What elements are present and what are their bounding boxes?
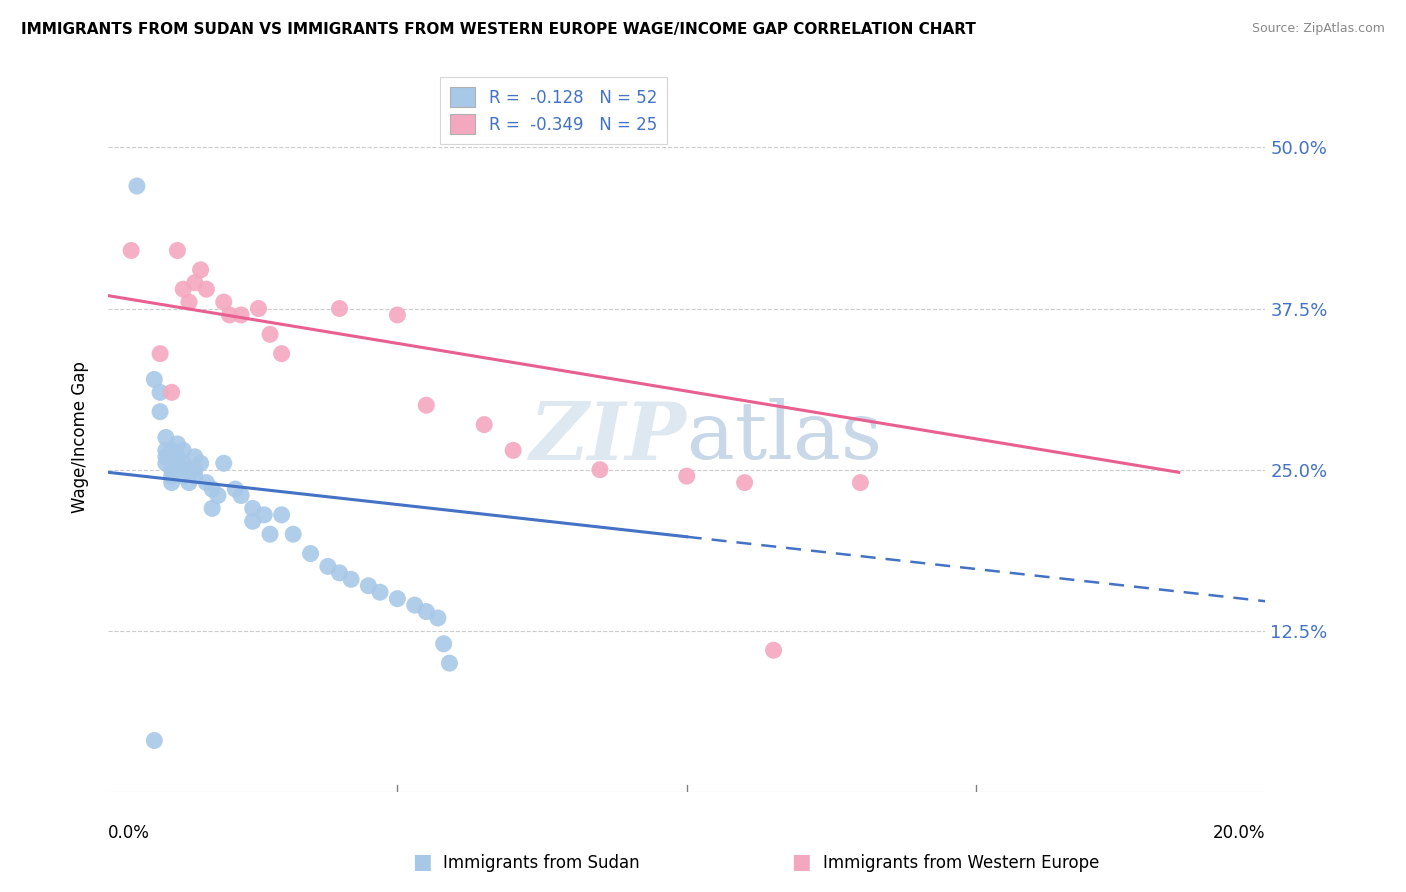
Point [328, 301, 350, 316]
Point [166, 244, 188, 258]
Text: 0.0%: 0.0% [108, 824, 150, 842]
Point [177, 475, 200, 490]
Point [229, 308, 252, 322]
Point [734, 475, 756, 490]
Point [166, 463, 188, 477]
Point [242, 514, 264, 528]
Point [415, 398, 437, 412]
Text: ■: ■ [412, 853, 432, 872]
Point [160, 469, 183, 483]
Point [224, 482, 246, 496]
Point [166, 437, 188, 451]
Point [166, 456, 188, 470]
Point [283, 527, 305, 541]
Point [143, 733, 166, 747]
Point [212, 295, 235, 310]
Point [160, 463, 183, 477]
Point [472, 417, 495, 432]
Point [184, 450, 207, 464]
Point [160, 475, 183, 490]
Point [439, 656, 461, 670]
Point [340, 572, 363, 586]
Point [316, 559, 339, 574]
Point [218, 308, 240, 322]
Point [155, 443, 177, 458]
Point [270, 508, 292, 522]
Point [177, 295, 200, 310]
Point [207, 488, 229, 502]
Text: Immigrants from Sudan: Immigrants from Sudan [443, 855, 640, 872]
Text: ■: ■ [792, 853, 811, 872]
Point [247, 301, 270, 316]
Point [155, 430, 177, 444]
Point [368, 585, 391, 599]
Point [415, 605, 437, 619]
Point [195, 475, 218, 490]
Point [160, 443, 183, 458]
Point [212, 456, 235, 470]
Legend: R =  -0.128   N = 52, R =  -0.349   N = 25: R = -0.128 N = 52, R = -0.349 N = 25 [440, 77, 666, 145]
Point [160, 456, 183, 470]
Point [762, 643, 785, 657]
Point [149, 346, 172, 360]
Point [502, 443, 524, 458]
Point [172, 469, 194, 483]
Point [149, 385, 172, 400]
Point [253, 508, 276, 522]
Point [404, 598, 426, 612]
Point [357, 579, 380, 593]
Point [270, 346, 292, 360]
Point [184, 276, 207, 290]
Point [155, 456, 177, 470]
Point [120, 244, 142, 258]
Point [328, 566, 350, 580]
Point [184, 463, 207, 477]
Y-axis label: Wage/Income Gap: Wage/Income Gap [72, 361, 89, 514]
Point [195, 282, 218, 296]
Text: ZIP: ZIP [530, 399, 686, 476]
Text: Immigrants from Western Europe: Immigrants from Western Europe [823, 855, 1099, 872]
Text: IMMIGRANTS FROM SUDAN VS IMMIGRANTS FROM WESTERN EUROPE WAGE/INCOME GAP CORRELAT: IMMIGRANTS FROM SUDAN VS IMMIGRANTS FROM… [21, 22, 976, 37]
Point [166, 450, 188, 464]
Point [259, 527, 281, 541]
Point [259, 327, 281, 342]
Point [172, 282, 194, 296]
Text: atlas: atlas [686, 399, 882, 476]
Point [589, 463, 612, 477]
Point [177, 463, 200, 477]
Point [426, 611, 449, 625]
Point [849, 475, 872, 490]
Point [184, 469, 207, 483]
Point [201, 482, 224, 496]
Point [299, 547, 322, 561]
Point [675, 469, 697, 483]
Text: Source: ZipAtlas.com: Source: ZipAtlas.com [1251, 22, 1385, 36]
Point [201, 501, 224, 516]
Point [387, 591, 409, 606]
Point [160, 385, 183, 400]
Point [190, 262, 212, 277]
Point [149, 405, 172, 419]
Point [387, 308, 409, 322]
Point [433, 637, 456, 651]
Point [172, 456, 194, 470]
Point [190, 456, 212, 470]
Point [155, 450, 177, 464]
Point [125, 179, 148, 194]
Text: 20.0%: 20.0% [1213, 824, 1265, 842]
Point [143, 372, 166, 386]
Point [242, 501, 264, 516]
Point [229, 488, 252, 502]
Point [172, 443, 194, 458]
